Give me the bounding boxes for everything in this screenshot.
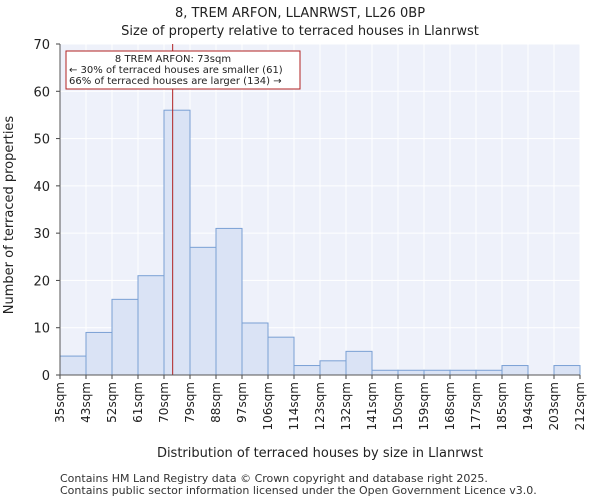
- annotation-line-1: 8 TREM ARFON: 73sqm: [115, 54, 231, 65]
- bar: [293, 365, 321, 376]
- grid-lines: [59, 43, 581, 376]
- x-tick-label: 70sqm: [157, 382, 171, 423]
- x-tick-label: 52sqm: [105, 382, 119, 423]
- bar: [189, 246, 217, 376]
- bar: [449, 369, 477, 376]
- annotation-line-2: ← 30% of terraced houses are smaller (61…: [69, 65, 283, 76]
- x-tick-label: 203sqm: [547, 382, 561, 430]
- y-tick-label: 10: [33, 322, 50, 337]
- y-axis-label: Number of terraced properties: [2, 116, 17, 315]
- bar: [345, 350, 373, 376]
- x-tick-label: 106sqm: [261, 382, 275, 430]
- bar: [137, 275, 165, 376]
- y-tick-label: 60: [33, 85, 50, 100]
- x-tick-label: 123sqm: [313, 382, 327, 430]
- x-axis-ticks: 35sqm 43sqm 52sqm 61sqm 70sqm 79sqm 88sqm 97sqm…: [53, 375, 587, 430]
- attribution-line-1: Contains HM Land Registry data © Crown c…: [60, 472, 488, 485]
- y-tick-label: 50: [33, 133, 50, 148]
- bar: [163, 109, 191, 376]
- bar: [241, 322, 269, 376]
- property-annotation: 8 TREM ARFON: 73sqm ← 30% of terraced ho…: [65, 50, 301, 90]
- x-tick-label: 168sqm: [443, 382, 457, 430]
- x-tick-label: 35sqm: [53, 382, 67, 423]
- x-tick-label: 43sqm: [79, 382, 93, 423]
- bar: [215, 227, 243, 376]
- x-tick-label: 97sqm: [235, 382, 249, 423]
- bar: [319, 360, 347, 376]
- bar: [59, 355, 87, 376]
- bar: [111, 298, 139, 376]
- bar: [267, 336, 295, 376]
- x-tick-label: 212sqm: [573, 382, 587, 430]
- y-tick-label: 40: [33, 180, 50, 195]
- x-axis-label: Distribution of terraced houses by size …: [157, 446, 483, 461]
- x-tick-label: 185sqm: [495, 382, 509, 430]
- x-tick-label: 79sqm: [183, 382, 197, 423]
- x-tick-label: 159sqm: [417, 382, 431, 430]
- x-tick-label: 141sqm: [365, 382, 379, 430]
- x-tick-label: 114sqm: [287, 382, 301, 430]
- attribution: Contains HM Land Registry data © Crown c…: [60, 473, 537, 497]
- y-tick-label: 70: [33, 38, 50, 53]
- x-tick-label: 88sqm: [209, 382, 223, 423]
- chart-title: 8, TREM ARFON, LLANRWST, LL26 0BP: [174, 6, 426, 21]
- x-tick-label: 177sqm: [469, 382, 483, 430]
- bar: [553, 365, 581, 376]
- bar: [501, 365, 529, 376]
- chart-subtitle: Size of property relative to terraced ho…: [121, 24, 479, 39]
- bar: [371, 369, 399, 376]
- bar: [423, 369, 451, 376]
- annotation-line-3: 66% of terraced houses are larger (134) …: [69, 76, 282, 87]
- x-tick-label: 132sqm: [339, 382, 353, 430]
- y-tick-label: 30: [33, 227, 50, 242]
- bar: [397, 369, 425, 376]
- annotation-box: [65, 50, 301, 90]
- y-axis-ticks: 0 10 20 30 40 50 60 70: [33, 38, 60, 384]
- x-tick-label: 150sqm: [391, 382, 405, 430]
- x-tick-label: 61sqm: [131, 382, 145, 423]
- bar: [475, 369, 503, 376]
- bar: [85, 331, 113, 376]
- bars: [59, 109, 581, 376]
- y-tick-label: 20: [33, 274, 50, 289]
- x-tick-label: 194sqm: [521, 382, 535, 430]
- attribution-line-2: Contains public sector information licen…: [60, 484, 537, 497]
- y-tick-label: 0: [42, 369, 50, 384]
